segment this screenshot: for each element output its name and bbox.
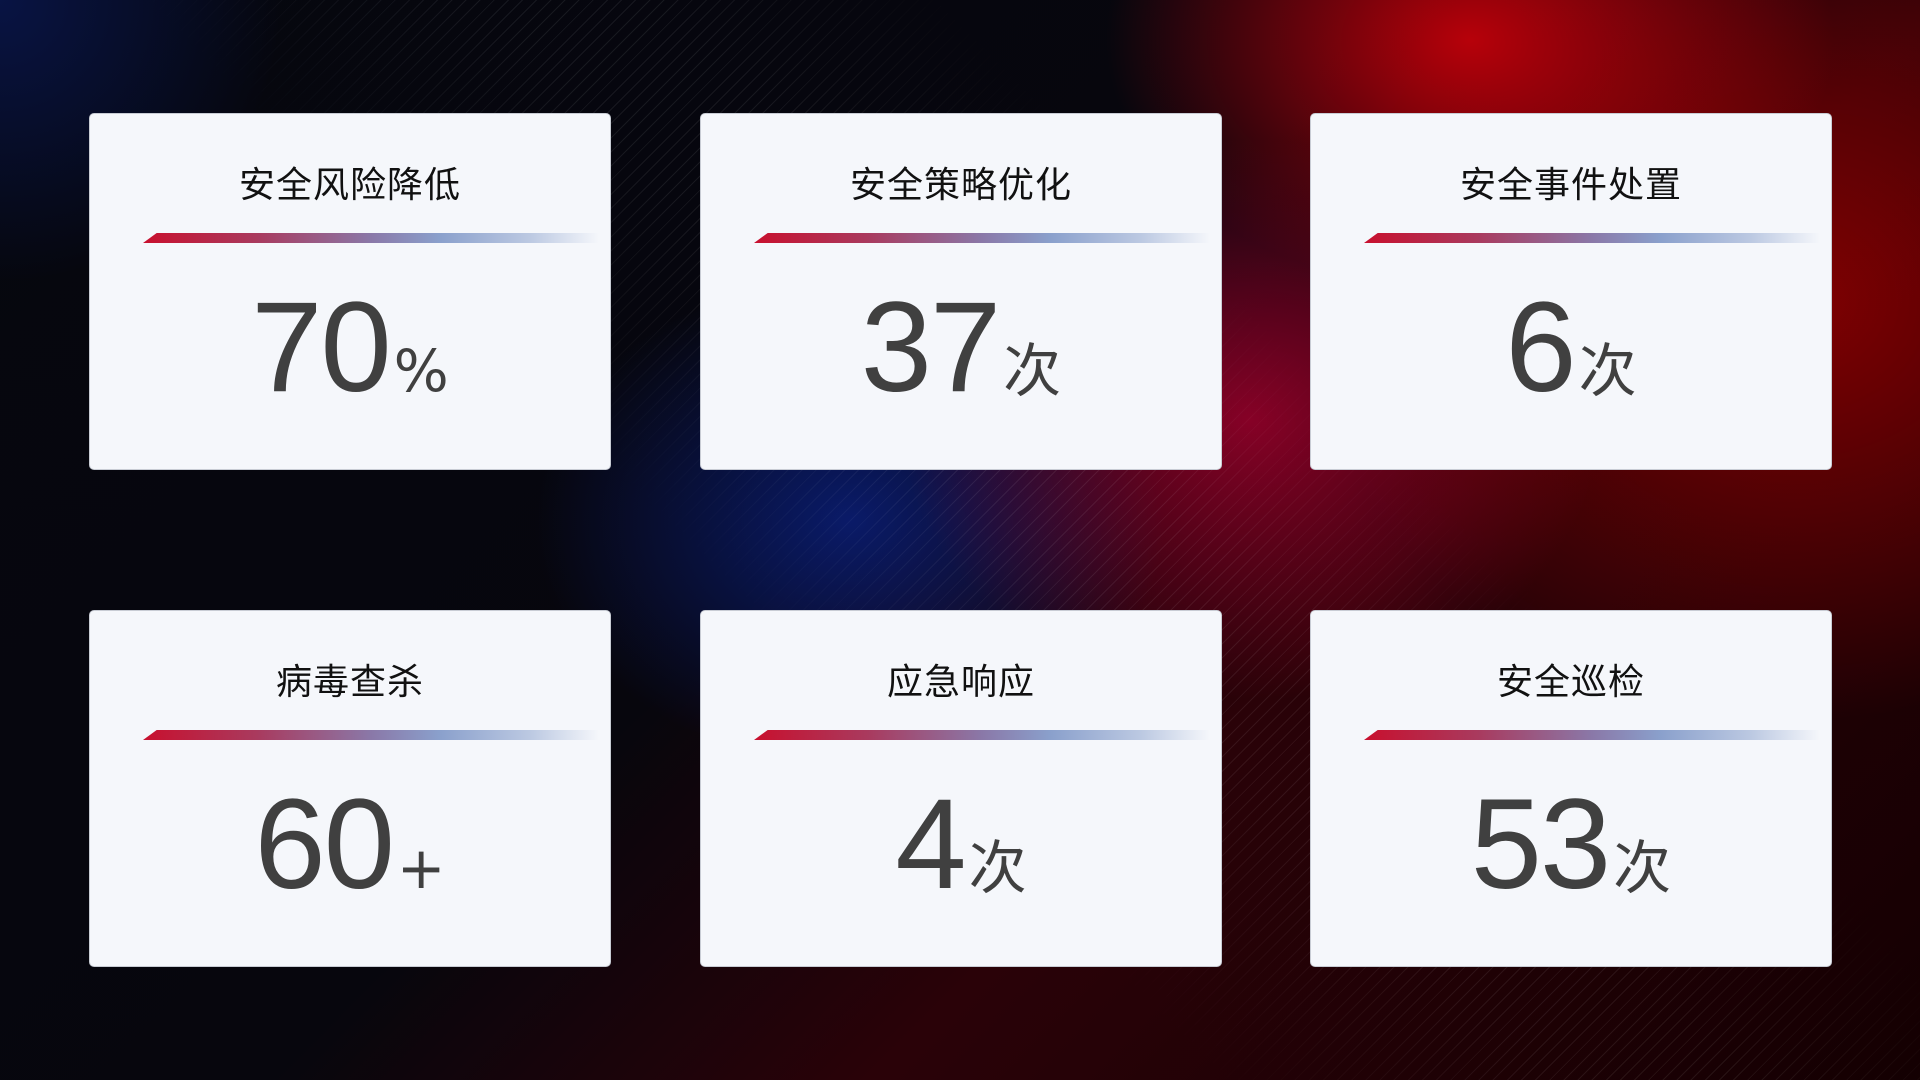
gradient-divider [754, 730, 1210, 740]
value-unit: % [393, 337, 449, 405]
stat-card-security-inspection: 安全巡检 53次 [1310, 610, 1832, 967]
card-value: 37次 [701, 274, 1221, 421]
card-value: 4次 [701, 771, 1221, 918]
gradient-divider [1364, 233, 1820, 243]
value-number: 53 [1470, 773, 1611, 916]
stat-card-policy-optimization: 安全策略优化 37次 [700, 113, 1222, 470]
value-unit: 次 [968, 834, 1027, 902]
card-title: 病毒查杀 [275, 662, 424, 703]
gradient-divider [754, 233, 1210, 243]
card-title: 应急响应 [886, 662, 1035, 703]
card-title: 安全巡检 [1496, 662, 1645, 703]
card-value: 53次 [1311, 771, 1831, 918]
card-title: 安全策略优化 [849, 165, 1072, 206]
stat-card-incident-handling: 安全事件处置 6次 [1310, 113, 1832, 470]
value-number: 6 [1505, 276, 1576, 419]
value-unit: 次 [1613, 834, 1672, 902]
gradient-divider [1364, 730, 1820, 740]
value-unit: 次 [1578, 337, 1637, 405]
stat-card-risk-reduction: 安全风险降低 70% [89, 113, 611, 470]
stat-card-emergency-response: 应急响应 4次 [700, 610, 1222, 967]
gradient-divider [143, 233, 599, 243]
value-number: 70 [251, 276, 391, 419]
card-title: 安全风险降低 [238, 165, 461, 206]
gradient-divider [143, 730, 599, 740]
value-number: 37 [860, 276, 1001, 419]
card-title: 安全事件处置 [1459, 165, 1682, 206]
card-value: 60+ [90, 771, 610, 918]
value-unit: + [396, 834, 446, 902]
value-number: 4 [895, 773, 966, 916]
value-unit: 次 [1003, 337, 1062, 405]
stat-card-virus-removal: 病毒查杀 60+ [89, 610, 611, 967]
card-value: 6次 [1311, 274, 1831, 421]
value-number: 60 [254, 773, 395, 916]
card-value: 70% [90, 274, 610, 421]
